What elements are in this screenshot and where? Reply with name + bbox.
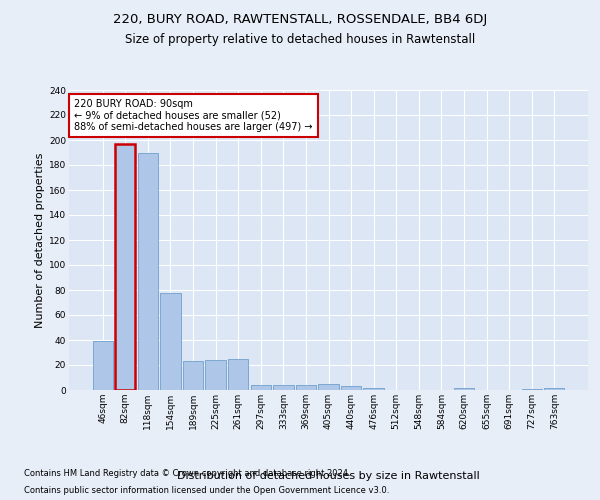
Y-axis label: Number of detached properties: Number of detached properties bbox=[35, 152, 45, 328]
Bar bbox=[251, 385, 271, 390]
Bar bbox=[115, 144, 136, 390]
Text: Size of property relative to detached houses in Rawtenstall: Size of property relative to detached ho… bbox=[125, 32, 475, 46]
Bar bbox=[319, 384, 338, 390]
Bar bbox=[92, 341, 113, 390]
Bar bbox=[228, 359, 248, 390]
Bar bbox=[160, 292, 181, 390]
Bar bbox=[364, 388, 384, 390]
Bar bbox=[341, 386, 361, 390]
Text: Contains HM Land Registry data © Crown copyright and database right 2024.: Contains HM Land Registry data © Crown c… bbox=[24, 468, 350, 477]
Text: 220, BURY ROAD, RAWTENSTALL, ROSSENDALE, BB4 6DJ: 220, BURY ROAD, RAWTENSTALL, ROSSENDALE,… bbox=[113, 12, 487, 26]
Bar bbox=[544, 388, 565, 390]
Bar bbox=[273, 385, 293, 390]
Bar bbox=[205, 360, 226, 390]
Text: Contains public sector information licensed under the Open Government Licence v3: Contains public sector information licen… bbox=[24, 486, 389, 495]
Bar bbox=[296, 385, 316, 390]
Bar bbox=[521, 389, 542, 390]
Bar bbox=[183, 361, 203, 390]
X-axis label: Distribution of detached houses by size in Rawtenstall: Distribution of detached houses by size … bbox=[177, 471, 480, 481]
Bar bbox=[454, 388, 474, 390]
Text: 220 BURY ROAD: 90sqm
← 9% of detached houses are smaller (52)
88% of semi-detach: 220 BURY ROAD: 90sqm ← 9% of detached ho… bbox=[74, 99, 313, 132]
Bar bbox=[138, 152, 158, 390]
